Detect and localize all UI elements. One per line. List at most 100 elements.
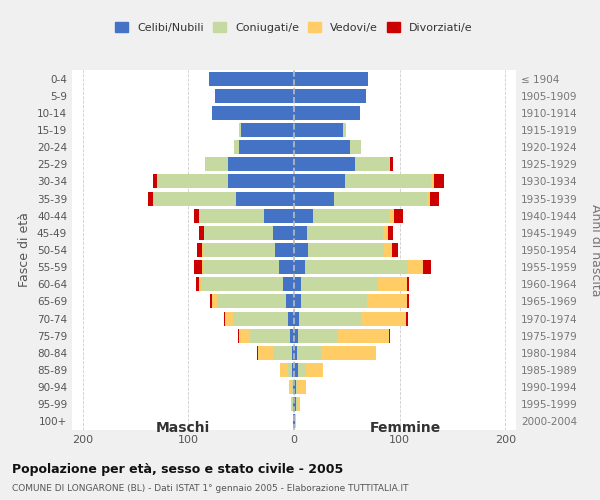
Bar: [296, 380, 298, 394]
Bar: [289, 380, 291, 394]
Bar: [308, 243, 384, 257]
Bar: [384, 243, 392, 257]
Bar: [343, 123, 346, 137]
Bar: [295, 414, 296, 428]
Bar: [350, 140, 361, 154]
Bar: [196, 278, 199, 291]
Bar: [273, 226, 294, 240]
Bar: [258, 346, 273, 360]
Bar: [148, 192, 154, 205]
Bar: [389, 208, 394, 222]
Bar: [199, 208, 265, 222]
Bar: [292, 363, 294, 377]
Bar: [361, 312, 406, 326]
Bar: [197, 243, 202, 257]
Bar: [225, 312, 233, 326]
Bar: [275, 243, 294, 257]
Bar: [241, 123, 294, 137]
Bar: [423, 260, 431, 274]
Legend: Celibi/Nubili, Coniugati/e, Vedovi/e, Divorziati/e: Celibi/Nubili, Coniugati/e, Vedovi/e, Di…: [111, 18, 477, 38]
Bar: [296, 398, 297, 411]
Bar: [265, 208, 294, 222]
Text: COMUNE DI LONGARONE (BL) - Dati ISTAT 1° gennaio 2005 - Elaborazione TUTTITALIA.: COMUNE DI LONGARONE (BL) - Dati ISTAT 1°…: [12, 484, 409, 493]
Bar: [307, 226, 383, 240]
Bar: [293, 380, 294, 394]
Bar: [280, 363, 287, 377]
Bar: [298, 380, 305, 394]
Bar: [257, 346, 258, 360]
Bar: [406, 312, 408, 326]
Bar: [294, 312, 299, 326]
Bar: [301, 294, 367, 308]
Bar: [291, 398, 292, 411]
Bar: [305, 260, 408, 274]
Bar: [408, 260, 423, 274]
Bar: [279, 260, 294, 274]
Bar: [239, 123, 241, 137]
Bar: [199, 278, 201, 291]
Bar: [294, 106, 359, 120]
Bar: [294, 363, 298, 377]
Bar: [250, 328, 290, 342]
Bar: [367, 294, 407, 308]
Bar: [294, 174, 345, 188]
Bar: [229, 158, 294, 172]
Bar: [294, 294, 301, 308]
Bar: [217, 294, 286, 308]
Bar: [283, 278, 294, 291]
Bar: [154, 192, 236, 205]
Bar: [211, 294, 212, 308]
Bar: [294, 243, 308, 257]
Bar: [293, 414, 294, 428]
Bar: [239, 328, 250, 342]
Bar: [294, 328, 298, 342]
Bar: [294, 88, 366, 102]
Bar: [294, 278, 301, 291]
Bar: [322, 346, 376, 360]
Bar: [224, 312, 225, 326]
Bar: [390, 158, 394, 172]
Bar: [154, 174, 157, 188]
Bar: [294, 192, 334, 205]
Y-axis label: Fasce di età: Fasce di età: [19, 212, 31, 288]
Bar: [434, 174, 444, 188]
Bar: [383, 226, 388, 240]
Bar: [236, 192, 294, 205]
Bar: [389, 328, 390, 342]
Bar: [338, 328, 389, 342]
Bar: [294, 398, 296, 411]
Bar: [201, 278, 283, 291]
Bar: [394, 208, 403, 222]
Bar: [334, 192, 427, 205]
Bar: [233, 312, 287, 326]
Bar: [291, 380, 293, 394]
Bar: [194, 208, 199, 222]
Bar: [299, 312, 361, 326]
Bar: [215, 88, 294, 102]
Bar: [427, 192, 430, 205]
Bar: [293, 398, 294, 411]
Bar: [294, 140, 350, 154]
Bar: [294, 226, 307, 240]
Bar: [294, 158, 355, 172]
Bar: [286, 294, 294, 308]
Bar: [202, 243, 203, 257]
Bar: [287, 312, 294, 326]
Bar: [212, 294, 217, 308]
Bar: [157, 174, 229, 188]
Bar: [234, 140, 239, 154]
Bar: [389, 158, 390, 172]
Bar: [297, 346, 322, 360]
Bar: [203, 260, 279, 274]
Bar: [209, 72, 294, 86]
Text: Maschi: Maschi: [156, 421, 210, 435]
Bar: [407, 278, 409, 291]
Bar: [392, 243, 398, 257]
Bar: [297, 398, 301, 411]
Bar: [199, 226, 204, 240]
Bar: [212, 106, 294, 120]
Bar: [294, 380, 296, 394]
Bar: [294, 260, 305, 274]
Text: Femmine: Femmine: [370, 421, 440, 435]
Bar: [287, 363, 292, 377]
